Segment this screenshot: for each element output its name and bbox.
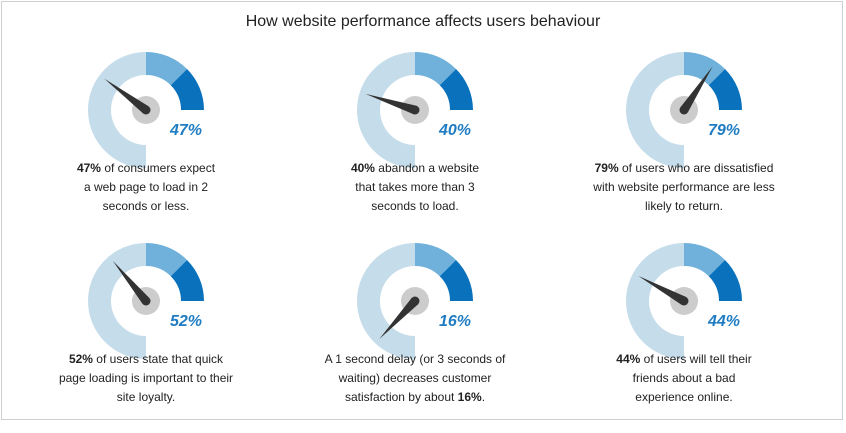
description-highlight: 79% — [594, 161, 619, 175]
gauge-high-segment — [708, 68, 742, 110]
gauge-needle-cap — [141, 296, 151, 306]
gauge-track-segment — [626, 243, 684, 359]
gauge-track-segment — [88, 52, 146, 168]
gauge-needle-cap — [410, 105, 420, 115]
gauge-needle — [680, 66, 713, 113]
gauge-needle — [104, 78, 149, 114]
description-text: of consumers expect a web page to load i… — [83, 161, 216, 213]
gauge-mid-segment — [684, 243, 726, 277]
gauge-needle — [365, 93, 417, 115]
description-highlight: 47% — [76, 161, 101, 175]
gauge-needle — [638, 275, 687, 305]
gauge-card: 79% 79% of users who are dissatisfied wit… — [559, 52, 809, 242]
gauge-dial — [626, 52, 742, 168]
gauge-percent-label: 16% — [438, 313, 472, 330]
gauge-description: 44% of users will tell their friends abo… — [609, 350, 759, 407]
gauge-dial — [357, 243, 473, 359]
description-highlight: 16% — [457, 390, 482, 404]
gauge-mid-segment — [415, 52, 457, 86]
gauge-needle-cap — [679, 296, 689, 306]
gauge-description: 47% of consumers expect a web page to lo… — [76, 159, 216, 216]
gauge-high-segment — [439, 259, 473, 301]
gauge-card: 40% 40% abandon a website that takes more… — [290, 52, 540, 242]
gauge-high-segment — [439, 68, 473, 110]
gauge-track-segment — [88, 243, 146, 359]
gauge-track-segment — [357, 243, 415, 359]
gauge-dial — [357, 52, 473, 168]
gauge-mid-segment — [146, 243, 188, 277]
gauge-needle — [379, 297, 419, 339]
description-highlight: 44% — [616, 352, 641, 366]
description-text: . — [481, 390, 486, 404]
description-text: of users who are dissatisfied with websi… — [593, 161, 775, 213]
gauge-high-segment — [708, 259, 742, 301]
description-highlight: 40% — [350, 161, 375, 175]
page-title: How website performance affects users be… — [245, 13, 601, 30]
gauge-card: 16% A 1 second delay (or 3 seconds of wai… — [290, 243, 540, 433]
gauge-high-segment — [170, 259, 204, 301]
gauge-high-segment — [170, 68, 204, 110]
gauge-dial — [626, 243, 742, 359]
description-text: of users state that quick page loading i… — [58, 352, 234, 404]
description-text: of users will tell their friends about a… — [632, 352, 752, 404]
gauge-needle-cap — [410, 296, 420, 306]
description-highlight: 52% — [68, 352, 93, 366]
gauge-description: 40% abandon a website that takes more th… — [340, 159, 490, 216]
gauge-percent-label: 44% — [707, 313, 741, 330]
gauge-needle — [112, 260, 150, 304]
gauge-percent-label: 47% — [169, 122, 203, 139]
gauge-card: 47% 47% of consumers expect a web page to… — [21, 52, 271, 242]
gauge-percent-label: 79% — [707, 122, 741, 139]
gauge-mid-segment — [415, 243, 457, 277]
gauge-mid-segment — [146, 52, 188, 86]
gauge-needle-cap — [679, 105, 689, 115]
gauge-percent-label: 52% — [169, 313, 203, 330]
gauge-description: 79% of users who are dissatisfied with w… — [584, 159, 784, 216]
gauge-mid-segment — [684, 52, 726, 86]
gauge-card: 44% 44% of users will tell their friends … — [559, 243, 809, 433]
gauge-dial — [88, 52, 204, 168]
gauge-needle-cap — [141, 105, 151, 115]
description-text: abandon a website that takes more than 3… — [355, 161, 480, 213]
gauge-percent-label: 40% — [438, 122, 472, 139]
gauge-description: 52% of users state that quick page loadi… — [56, 350, 236, 407]
description-text: A 1 second delay (or 3 seconds of waitin… — [324, 352, 506, 404]
gauge-track-segment — [626, 52, 684, 168]
gauge-card: 52% 52% of users state that quick page lo… — [21, 243, 271, 433]
gauge-track-segment — [357, 52, 415, 168]
gauge-dial — [88, 243, 204, 359]
gauge-description: A 1 second delay (or 3 seconds of waitin… — [323, 350, 508, 407]
